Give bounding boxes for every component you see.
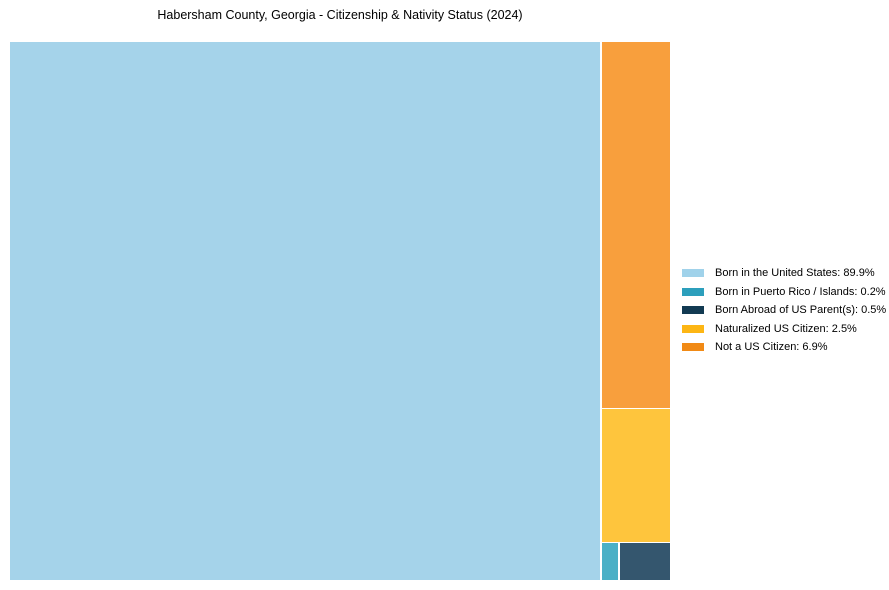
legend-label: Born in Puerto Rico / Islands: 0.2%: [715, 285, 886, 298]
legend-label: Born Abroad of US Parent(s): 0.5%: [715, 304, 887, 316]
legend-swatch-icon: [682, 269, 704, 278]
legend-row-3: Naturalized US Citizen: 2.5%: [682, 320, 886, 339]
treemap-tile-1: [602, 543, 618, 580]
legend-row-1: Born in Puerto Rico / Islands: 0.2%: [682, 283, 886, 302]
treemap-tile-0: [10, 42, 600, 580]
treemap-tile-4: [602, 42, 670, 408]
treemap-plot: [10, 42, 670, 580]
chart-title: Habersham County, Georgia - Citizenship …: [157, 8, 523, 22]
treemap-tile-2: [620, 543, 670, 580]
legend-row-4: Not a US Citizen: 6.9%: [682, 338, 886, 357]
legend-label: Naturalized US Citizen: 2.5%: [715, 322, 857, 335]
legend-swatch-icon: [682, 287, 704, 296]
legend-row-0: Born in the United States: 89.9%: [682, 264, 886, 283]
legend-label: Born in the United States: 89.9%: [715, 267, 875, 279]
legend-swatch-icon: [682, 324, 704, 333]
legend-swatch-icon: [682, 343, 704, 352]
treemap-tile-3: [602, 409, 670, 542]
legend-row-2: Born Abroad of US Parent(s): 0.5%: [682, 301, 886, 320]
legend-label: Not a US Citizen: 6.9%: [715, 341, 828, 353]
legend-swatch-icon: [682, 306, 704, 315]
legend: Born in the United States: 89.9% Born in …: [682, 264, 886, 357]
